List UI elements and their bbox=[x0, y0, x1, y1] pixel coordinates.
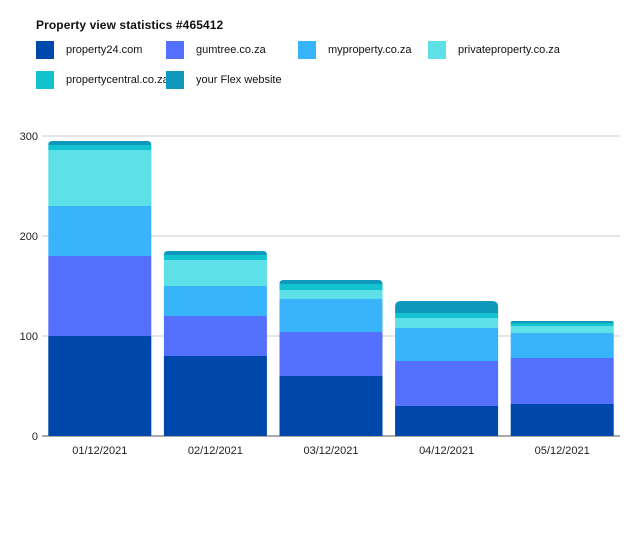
bar-segment-your-flex-website bbox=[510, 321, 614, 323]
y-tick-label: 300 bbox=[20, 131, 38, 143]
bar-segment-property24-com bbox=[510, 404, 614, 436]
bar-segment-propertycentral-co-za bbox=[395, 313, 499, 318]
legend-item-gumtree-co-za: gumtree.co.za bbox=[166, 40, 266, 60]
legend-swatch bbox=[298, 41, 316, 59]
bar-segment-privateproperty-co-za bbox=[163, 260, 267, 286]
chart-title: Property view statistics #465412 bbox=[36, 18, 224, 32]
legend-label: privateproperty.co.za bbox=[458, 44, 560, 56]
x-tick-label: 01/12/2021 bbox=[72, 445, 127, 457]
bar-segment-gumtree-co-za bbox=[395, 361, 499, 406]
bar-segment-property24-com bbox=[163, 356, 267, 436]
bar-segment-your-flex-website bbox=[395, 301, 499, 313]
bar-segment-your-flex-website bbox=[48, 141, 152, 145]
y-tick-label: 0 bbox=[32, 431, 38, 443]
legend-item-propertycentral-co-za: propertycentral.co.za bbox=[36, 70, 169, 90]
legend-swatch bbox=[36, 71, 54, 89]
bar-segment-your-flex-website bbox=[279, 280, 383, 284]
x-tick-label: 02/12/2021 bbox=[188, 445, 243, 457]
legend-item-myproperty-co-za: myproperty.co.za bbox=[298, 40, 412, 60]
bar-segment-privateproperty-co-za bbox=[510, 326, 614, 333]
bar-segment-propertycentral-co-za bbox=[48, 145, 152, 150]
bar-segment-privateproperty-co-za bbox=[279, 290, 383, 299]
x-tick-label: 03/12/2021 bbox=[303, 445, 358, 457]
bar-segment-your-flex-website bbox=[163, 251, 267, 255]
legend-item-your-flex-website: your Flex website bbox=[166, 70, 282, 90]
bar-segment-gumtree-co-za bbox=[279, 332, 383, 376]
bar-segment-property24-com bbox=[395, 406, 499, 436]
legend-item-privateproperty-co-za: privateproperty.co.za bbox=[428, 40, 560, 60]
legend-item-property24-com: property24.com bbox=[36, 40, 142, 60]
y-tick-label: 200 bbox=[20, 231, 38, 243]
bar-segment-privateproperty-co-za bbox=[48, 150, 152, 206]
legend-label: your Flex website bbox=[196, 74, 282, 86]
legend-label: propertycentral.co.za bbox=[66, 74, 169, 86]
legend-swatch bbox=[166, 41, 184, 59]
x-tick-label: 04/12/2021 bbox=[419, 445, 474, 457]
bar-segment-myproperty-co-za bbox=[395, 328, 499, 361]
bar-segment-property24-com bbox=[279, 376, 383, 436]
legend-swatch bbox=[428, 41, 446, 59]
bar-segment-propertycentral-co-za bbox=[163, 255, 267, 260]
bar-segment-gumtree-co-za bbox=[48, 256, 152, 336]
legend-label: myproperty.co.za bbox=[328, 44, 412, 56]
legend-swatch bbox=[166, 71, 184, 89]
legend-label: property24.com bbox=[66, 44, 143, 56]
y-tick-label: 100 bbox=[20, 331, 38, 343]
bar-segment-property24-com bbox=[48, 336, 152, 436]
bar-segment-myproperty-co-za bbox=[48, 206, 152, 256]
bar-segment-propertycentral-co-za bbox=[510, 323, 614, 326]
bar-segment-privateproperty-co-za bbox=[395, 318, 499, 328]
legend-label: gumtree.co.za bbox=[196, 44, 266, 56]
bar-segment-propertycentral-co-za bbox=[279, 284, 383, 290]
x-tick-label: 05/12/2021 bbox=[535, 445, 590, 457]
bar-segment-myproperty-co-za bbox=[510, 333, 614, 358]
bar-segment-gumtree-co-za bbox=[510, 358, 614, 404]
bar-segment-gumtree-co-za bbox=[163, 316, 267, 356]
bar-segment-myproperty-co-za bbox=[279, 299, 383, 332]
bar-segment-myproperty-co-za bbox=[163, 286, 267, 316]
legend-swatch bbox=[36, 41, 54, 59]
